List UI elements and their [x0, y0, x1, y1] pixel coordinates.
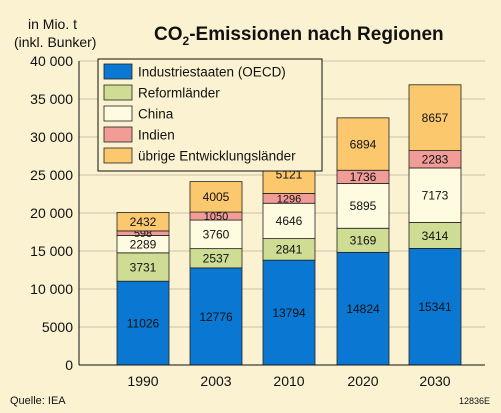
x-tick-label: 2030 — [419, 373, 450, 389]
y-tick-label: 0 — [65, 357, 73, 373]
bar-value-label: 11026 — [127, 316, 160, 330]
bar-value-label: 12776 — [199, 310, 233, 324]
bar-value-label: 4646 — [276, 214, 303, 228]
legend-label: Indien — [138, 128, 175, 143]
bar-value-label: 8657 — [422, 111, 449, 125]
bar-segment — [189, 181, 243, 213]
y-tick-label: 5000 — [42, 319, 73, 335]
source-note: Quelle: IEA — [10, 395, 66, 407]
y-tick-label: 20 000 — [30, 205, 73, 221]
bar-segment — [189, 267, 243, 366]
y-axis-label-line2: (inkl. Bunker) — [14, 34, 96, 50]
bar-value-label: 14824 — [346, 302, 380, 316]
legend-box — [97, 58, 323, 172]
bar-value-label: 4005 — [203, 190, 230, 204]
y-tick-label: 40 000 — [30, 53, 73, 69]
bar-value-label: 2537 — [203, 252, 230, 266]
y-tick-label: 15 000 — [30, 243, 73, 259]
bar-segment — [408, 222, 462, 249]
bar-segment — [336, 251, 390, 366]
bar-segment — [408, 84, 462, 151]
bar-value-label: 13794 — [272, 306, 306, 320]
bar-value-label: 5895 — [350, 199, 377, 213]
legend-label: übrige Entwicklungsländer — [138, 149, 296, 164]
chart-title-subscript: 2 — [183, 34, 190, 48]
bar-value-label: 1736 — [350, 170, 377, 184]
bar-value-label: 1050 — [204, 211, 228, 223]
chart-title-main: CO — [154, 24, 183, 45]
chart-title-rest: -Emissionen nach Regionen — [189, 24, 443, 45]
bar-segment — [336, 183, 390, 229]
y-tick-label: 30 000 — [30, 129, 73, 145]
bar-segment — [336, 227, 390, 253]
legend-label: China — [138, 107, 174, 122]
bar-value-label: 15341 — [418, 300, 452, 314]
legend-label: Industriestaaten (OECD) — [138, 65, 286, 80]
legend-swatch — [103, 105, 133, 122]
legend-swatch — [103, 147, 133, 164]
x-tick-label: 2020 — [347, 373, 378, 389]
bar-segment — [262, 259, 316, 366]
bar-value-label: 2432 — [130, 215, 157, 229]
bar-segment — [336, 117, 390, 171]
legend-swatch — [103, 126, 133, 143]
bar-segment — [116, 252, 170, 282]
y-tick-label: 10 000 — [30, 281, 73, 297]
bar-value-label: 3169 — [350, 234, 377, 248]
y-axis-label-line1: in Mio. t — [28, 16, 77, 32]
bar-value-label: 6894 — [350, 137, 377, 151]
bar-value-label: 7173 — [422, 189, 449, 203]
bar-segment — [262, 202, 316, 239]
x-tick-label: 2010 — [273, 373, 304, 389]
x-tick-label: 1990 — [127, 373, 158, 389]
bar-value-label: 2283 — [422, 153, 449, 167]
y-tick-label: 25 000 — [30, 167, 73, 183]
bar-value-label: 2841 — [276, 243, 303, 257]
legend-label: Reformländer — [138, 86, 220, 101]
y-tick-label: 35 000 — [30, 91, 73, 107]
x-tick-label: 2003 — [200, 373, 231, 389]
bar-segment — [116, 212, 170, 232]
legend-swatch — [103, 63, 133, 80]
bar-segment — [116, 280, 170, 366]
bar-value-label: 1296 — [277, 193, 301, 205]
bar-value-label: 3731 — [130, 260, 157, 274]
bar-value-label: 3760 — [203, 228, 230, 242]
graphic-code: 12836E — [459, 396, 490, 406]
bar-segment — [189, 219, 243, 250]
legend-swatch — [103, 84, 133, 101]
chart-title: CO2-Emissionen nach Regionen — [154, 24, 444, 48]
bar-value-label: 3414 — [422, 229, 449, 243]
bar-value-label: 2289 — [130, 237, 157, 251]
